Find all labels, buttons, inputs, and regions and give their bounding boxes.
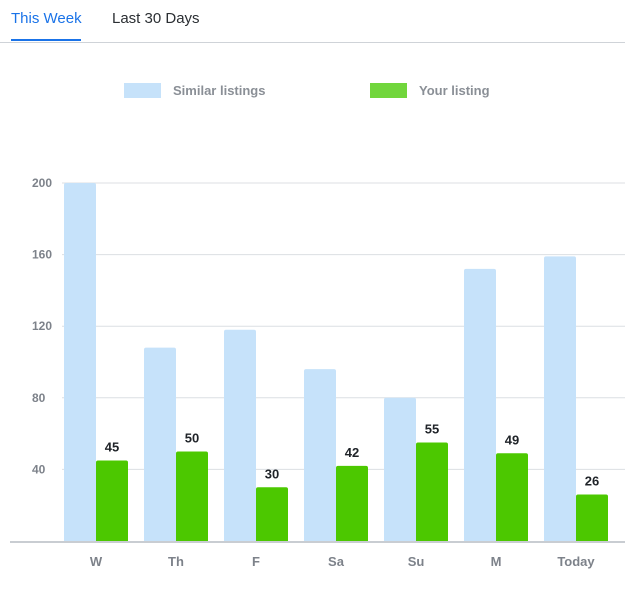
x-tick-label-m: M bbox=[491, 554, 502, 569]
tab-last-30-days[interactable]: Last 30 Days bbox=[112, 10, 200, 27]
data-label-w: 45 bbox=[105, 439, 119, 454]
bar-yours-m bbox=[496, 453, 528, 541]
legend-item-your-listing: Your listing bbox=[370, 80, 490, 100]
bar-similar-th bbox=[144, 347, 176, 541]
x-tick-label-su: Su bbox=[408, 554, 425, 569]
bar-yours-su bbox=[416, 442, 448, 541]
data-label-today: 26 bbox=[585, 473, 599, 488]
data-label-su: 55 bbox=[425, 422, 439, 437]
y-tick-label-120: 120 bbox=[32, 319, 52, 333]
bar-yours-f bbox=[256, 487, 288, 541]
data-label-th: 50 bbox=[185, 431, 199, 446]
tab-bar: This Week Last 30 Days bbox=[0, 0, 625, 43]
bar-similar-w bbox=[64, 183, 96, 541]
bar-chart: 40 80 120 160 200 45 W 50 Th 30 F 42 Sa 55 Su 49 M 26 Toda… bbox=[10, 176, 625, 569]
bar-yours-sa bbox=[336, 465, 368, 541]
y-tick-label-160: 160 bbox=[32, 248, 52, 262]
legend-swatch-similar-listings bbox=[124, 82, 161, 98]
bar-similar-sa bbox=[304, 369, 336, 541]
y-tick-label-200: 200 bbox=[32, 176, 52, 190]
bar-similar-f bbox=[224, 329, 256, 541]
active-tab-indicator bbox=[11, 39, 81, 41]
bar-similar-su bbox=[384, 397, 416, 541]
x-tick-label-w: W bbox=[90, 554, 103, 569]
legend-item-similar-listings: Similar listings bbox=[124, 80, 265, 100]
bar-similar-m bbox=[464, 268, 496, 541]
data-label-m: 49 bbox=[505, 432, 519, 447]
tab-this-week[interactable]: This Week bbox=[11, 10, 82, 27]
legend-label-similar-listings: Similar listings bbox=[173, 82, 266, 98]
x-tick-label-f: F bbox=[252, 554, 260, 569]
data-label-f: 30 bbox=[265, 466, 279, 481]
bar-yours-th bbox=[176, 451, 208, 541]
bar-yours-w bbox=[96, 460, 128, 541]
y-tick-label-80: 80 bbox=[32, 391, 46, 405]
data-label-sa: 42 bbox=[345, 445, 359, 460]
x-tick-label-today: Today bbox=[557, 554, 595, 569]
legend-label-your-listing: Your listing bbox=[419, 82, 490, 98]
chart-legend: Similar listings Your listing bbox=[0, 80, 634, 104]
x-tick-label-th: Th bbox=[168, 554, 184, 569]
x-tick-label-sa: Sa bbox=[328, 554, 345, 569]
legend-swatch-your-listing bbox=[370, 82, 407, 98]
y-tick-label-40: 40 bbox=[32, 462, 46, 476]
bar-yours-today bbox=[576, 494, 608, 541]
bar-similar-today bbox=[544, 256, 576, 541]
